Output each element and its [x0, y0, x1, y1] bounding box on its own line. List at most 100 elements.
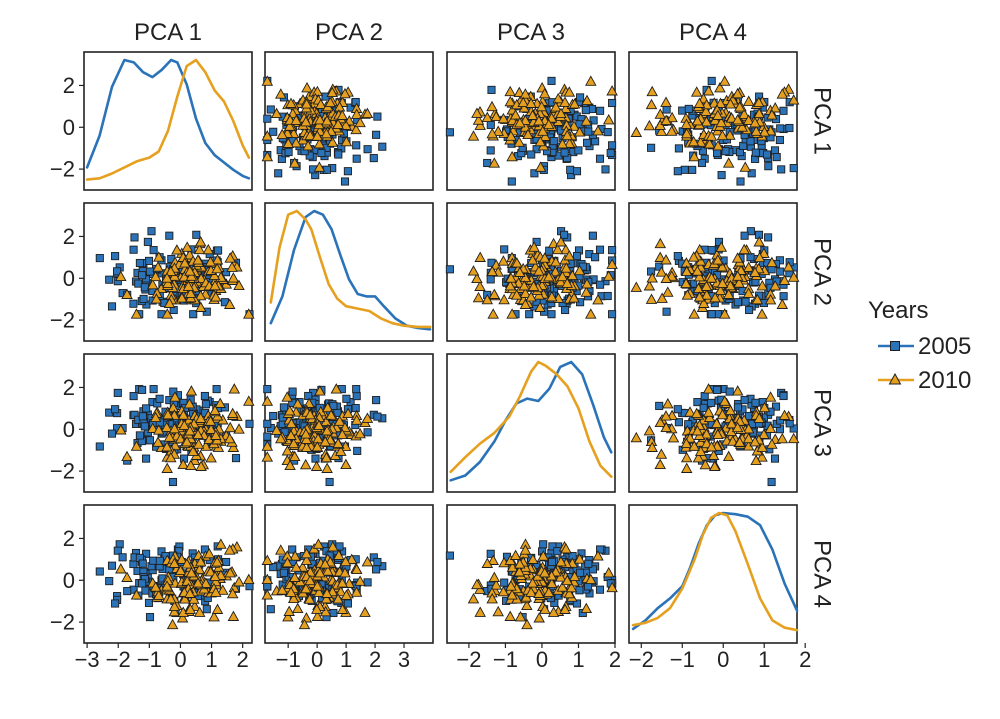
point-2010: [340, 589, 353, 600]
legend-entry-2010: 2010: [878, 367, 971, 394]
point-2010: [217, 584, 229, 595]
point-2010: [184, 287, 197, 298]
point-2005: [746, 227, 755, 236]
point-2005: [372, 565, 381, 574]
point-2010: [153, 424, 165, 435]
point-2005: [693, 398, 702, 407]
point-2010: [304, 408, 316, 420]
x-tick-label: −2: [106, 647, 131, 672]
point-2010: [161, 441, 173, 452]
point-2010: [592, 293, 604, 305]
point-2005: [147, 227, 156, 236]
point-2005: [263, 432, 272, 441]
point-2005: [601, 165, 610, 174]
point-2010: [693, 97, 706, 108]
point-2010: [690, 407, 703, 419]
point-2010: [490, 110, 502, 122]
point-2010: [655, 448, 668, 459]
point-2010: [467, 265, 480, 276]
y-tick-label: 0: [63, 417, 75, 442]
point-2010: [738, 243, 750, 255]
point-2010: [350, 563, 363, 575]
point-2005: [572, 167, 582, 176]
point-2010: [169, 391, 181, 402]
point-2005: [311, 454, 320, 463]
point-2010: [733, 101, 746, 112]
point-2010: [288, 571, 301, 582]
point-2010: [753, 107, 765, 119]
point-2010: [193, 606, 206, 617]
point-2005: [584, 127, 593, 136]
point-2010: [202, 243, 215, 255]
point-2005: [707, 246, 716, 255]
panel-pca1-vs-pca2: [261, 51, 434, 191]
point-2010: [716, 129, 729, 141]
point-2005: [777, 165, 786, 174]
point-2010: [321, 462, 333, 473]
point-2010: [261, 395, 274, 406]
point-2010: [311, 85, 324, 97]
density-line-2005: [269, 209, 432, 331]
point-2010: [300, 612, 313, 623]
x-tick-label: 2: [609, 647, 621, 672]
point-2005: [751, 148, 760, 157]
point-2005: [279, 568, 288, 577]
point-2005: [487, 85, 496, 94]
point-2010: [210, 429, 222, 440]
point-2010: [168, 422, 181, 434]
point-2010: [270, 107, 283, 119]
point-2010: [537, 125, 549, 136]
point-2010: [559, 96, 571, 107]
point-2005: [527, 150, 536, 159]
point-2005: [135, 431, 144, 440]
point-2010: [756, 279, 769, 291]
point-2010: [192, 428, 204, 440]
row-title-pca3: PCA 3: [809, 389, 836, 457]
point-2010: [332, 593, 344, 604]
x-tick-label: 1: [572, 647, 584, 672]
point-2010: [656, 292, 668, 303]
point-2005: [785, 123, 794, 133]
point-2010: [300, 115, 312, 127]
point-2010: [298, 618, 311, 630]
point-2010: [326, 86, 338, 98]
point-2010: [718, 75, 731, 86]
point-2010: [233, 576, 245, 587]
point-2010: [327, 540, 339, 552]
point-2010: [504, 279, 517, 291]
point-2010: [707, 449, 720, 460]
point-2010: [680, 127, 693, 139]
point-2010: [498, 293, 510, 305]
panel-pca3-vs-pca2: [261, 353, 434, 493]
point-2005: [688, 165, 697, 174]
point-2010: [725, 112, 738, 123]
point-2010: [168, 605, 181, 617]
point-2010: [547, 606, 560, 617]
point-2010: [275, 432, 287, 444]
point-2010: [223, 544, 236, 555]
point-2010: [738, 108, 750, 119]
point-2010: [209, 279, 221, 291]
point-2010: [289, 550, 301, 561]
point-2005: [304, 391, 313, 401]
point-2005: [584, 559, 593, 568]
point-2010: [749, 116, 761, 128]
row-title-pca1: PCA 1: [809, 87, 836, 155]
point-2010: [660, 114, 672, 126]
point-2010: [227, 610, 240, 621]
point-2005: [113, 546, 122, 555]
point-2010: [209, 570, 221, 582]
point-2010: [181, 241, 193, 252]
point-2005: [138, 271, 147, 280]
point-2010: [354, 575, 366, 586]
point-2005: [107, 561, 117, 570]
point-2010: [527, 553, 539, 564]
point-2010: [187, 445, 199, 456]
point-2005: [548, 542, 557, 551]
point-2010: [710, 417, 723, 429]
point-2010: [181, 558, 193, 569]
point-2010: [324, 96, 337, 108]
point-2005: [588, 231, 597, 240]
y-tick-label: 2: [63, 224, 75, 249]
point-2005: [340, 177, 350, 186]
